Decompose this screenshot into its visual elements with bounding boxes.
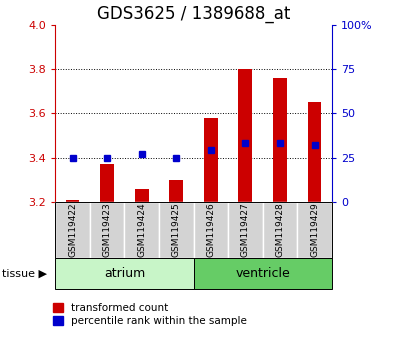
Title: GDS3625 / 1389688_at: GDS3625 / 1389688_at [97,6,290,23]
Text: GSM119427: GSM119427 [241,203,250,257]
Bar [100,164,114,202]
Bar [228,202,263,258]
Text: ventricle: ventricle [235,267,290,280]
Legend: transformed count, percentile rank within the sample: transformed count, percentile rank withi… [53,303,247,326]
Text: GSM119424: GSM119424 [137,203,146,257]
Text: GSM119425: GSM119425 [172,203,181,257]
Bar [55,202,90,258]
Bar [308,102,322,202]
Text: GSM119423: GSM119423 [103,203,112,257]
Text: GSM119429: GSM119429 [310,203,319,257]
Text: GSM119422: GSM119422 [68,203,77,257]
Bar [66,200,79,202]
Bar [124,202,159,258]
Bar [194,258,332,289]
Bar [263,202,297,258]
Text: tissue ▶: tissue ▶ [2,268,47,279]
Bar [239,69,252,202]
Bar [297,202,332,258]
Bar [135,189,149,202]
Bar [273,78,287,202]
Text: atrium: atrium [104,267,145,280]
Bar [55,258,194,289]
Bar [159,202,194,258]
Bar [90,202,124,258]
Text: GSM119428: GSM119428 [275,203,284,257]
Bar [204,118,218,202]
Bar [169,180,183,202]
Text: GSM119426: GSM119426 [206,203,215,257]
Bar [194,202,228,258]
